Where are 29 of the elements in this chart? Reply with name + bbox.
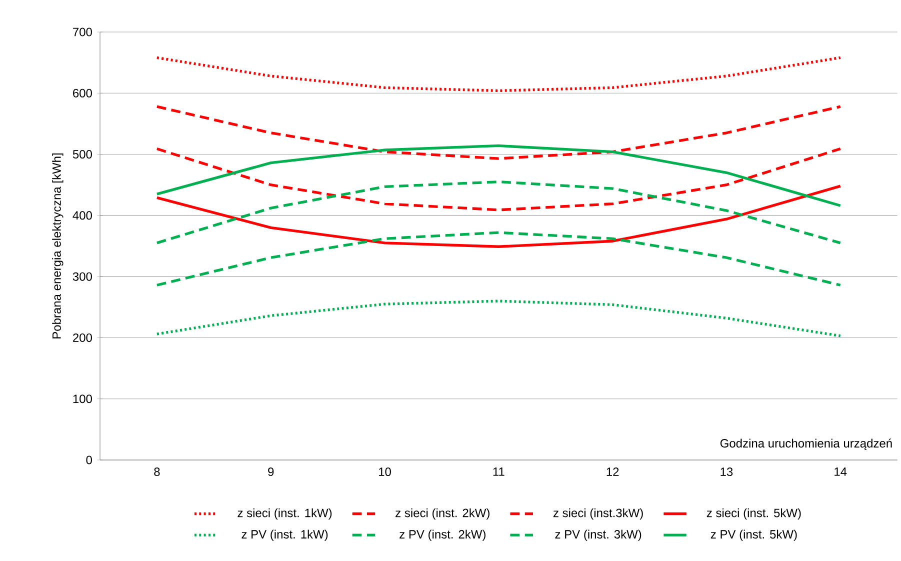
y-tick-label: 100 bbox=[73, 394, 92, 404]
legend-label: z PV (inst. 3kW) bbox=[555, 530, 642, 541]
x-tick-label: 13 bbox=[720, 468, 733, 476]
y-tick-label: 500 bbox=[72, 150, 92, 159]
line-series bbox=[156, 300, 842, 338]
legend-label: z sieci (inst. 5kW) bbox=[706, 508, 801, 520]
x-tick-label: 10 bbox=[379, 468, 391, 476]
x-tick-label: 11 bbox=[493, 468, 504, 476]
legend-label: z sieci (inst. 1kW) bbox=[238, 508, 332, 520]
legend-label: z PV (inst. 2kW) bbox=[400, 530, 486, 541]
legend-label: z PV (inst. 5kW) bbox=[710, 530, 797, 541]
y-tick-label: 700 bbox=[73, 28, 92, 36]
line-series bbox=[156, 56, 842, 92]
y-tick-label: 600 bbox=[73, 88, 92, 98]
x-tick-label: 8 bbox=[154, 468, 160, 476]
x-tick-label: 9 bbox=[268, 468, 274, 476]
legend-label: z sieci (inst. 2kW) bbox=[396, 508, 490, 520]
y-tick-label: 400 bbox=[72, 211, 92, 220]
y-tick-label: 200 bbox=[73, 333, 92, 342]
legend-label: z PV (inst. 1kW) bbox=[242, 530, 328, 541]
y-axis-title: Pobrana energia elektryczna [kWh] bbox=[52, 154, 64, 338]
x-axis-title: Godzina uruchomienia urządzeń bbox=[720, 438, 892, 450]
legend-label: z sieci (inst.3kW) bbox=[553, 508, 643, 520]
y-tick-label: 0 bbox=[86, 456, 92, 464]
x-tick-label: 14 bbox=[834, 468, 847, 476]
x-tick-label: 12 bbox=[606, 468, 619, 476]
y-tick-label: 300 bbox=[72, 272, 92, 281]
line-series bbox=[156, 231, 842, 286]
line-series bbox=[156, 105, 842, 160]
